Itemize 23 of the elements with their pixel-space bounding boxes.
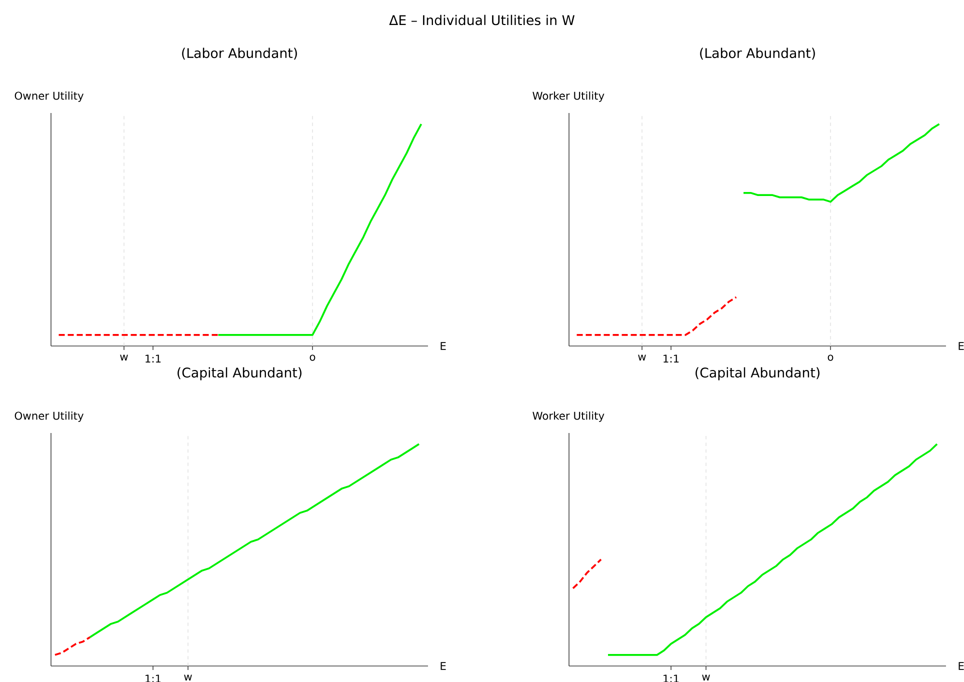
x-axis-title: E bbox=[958, 662, 964, 670]
chart-title: (Labor Abundant) bbox=[182, 48, 297, 60]
y-axis-title: Worker Utility bbox=[532, 412, 604, 422]
chart-title: (Capital Abundant) bbox=[178, 367, 302, 380]
x-tick-label: o bbox=[310, 354, 316, 361]
x-tick-label: w bbox=[184, 674, 192, 681]
x-tick-label: w bbox=[120, 354, 128, 361]
x-tick-label: w bbox=[702, 674, 710, 681]
y-axis-title: Worker Utility bbox=[532, 92, 604, 102]
x-axis-title: E bbox=[440, 662, 446, 670]
y-axis-title: Owner Utility bbox=[14, 92, 84, 102]
x-tick-label: 1:1 bbox=[664, 674, 679, 682]
chart-title: (Labor Abundant) bbox=[700, 48, 815, 60]
x-axis-title: E bbox=[440, 342, 446, 350]
x-tick-label: 1:1 bbox=[146, 354, 161, 362]
text: ΔE – Individual Utilities in W bbox=[389, 14, 575, 26]
x-tick-label: 1:1 bbox=[664, 354, 679, 362]
x-axis-title: E bbox=[958, 342, 964, 350]
x-tick-label: o bbox=[828, 354, 834, 361]
x-tick-label: 1:1 bbox=[146, 674, 161, 682]
x-tick-label: w bbox=[638, 354, 646, 361]
y-axis-title: Owner Utility bbox=[14, 412, 84, 422]
chart-title: (Capital Abundant) bbox=[696, 367, 820, 380]
